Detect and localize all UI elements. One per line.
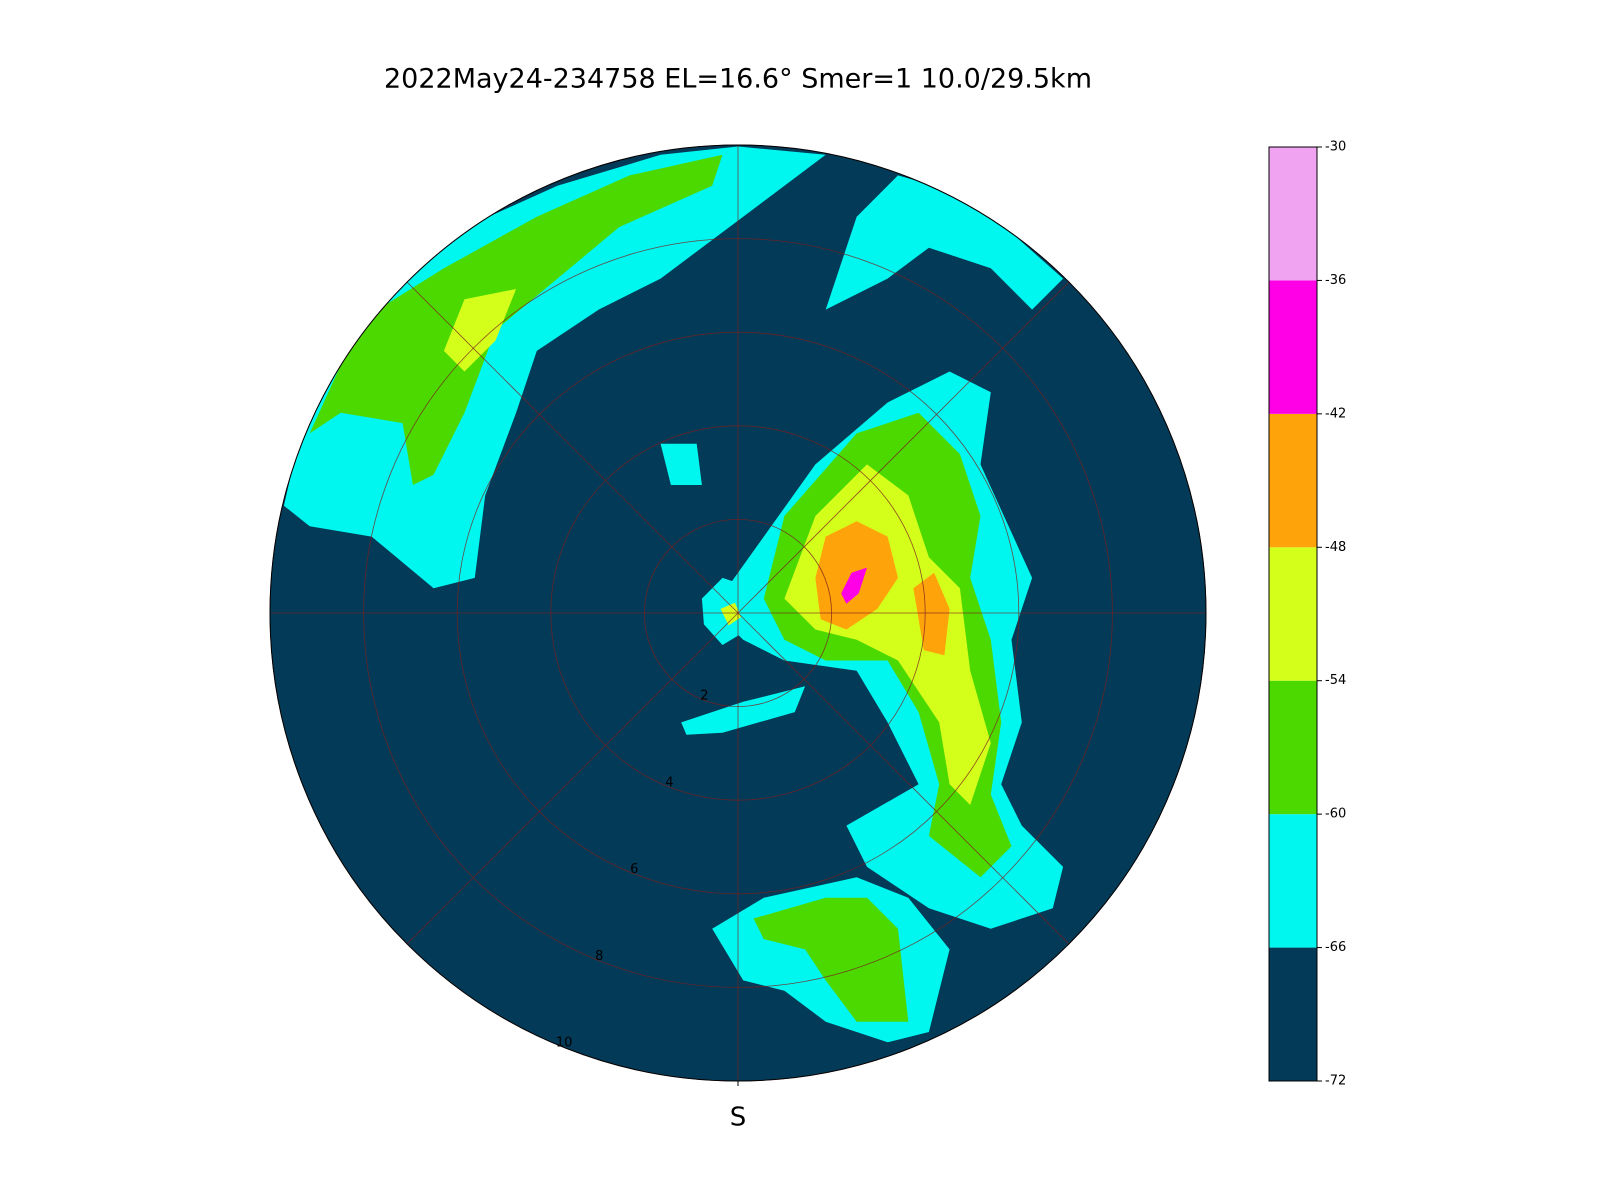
spoke — [737, 281, 1070, 614]
polar-grid: 2 4 6 8 10 — [269, 144, 1207, 1086]
colorbar-segment — [1269, 947, 1317, 1081]
echo-region — [309, 154, 723, 486]
echo-region — [681, 686, 806, 735]
r-tick-label: 10 — [556, 1036, 573, 1051]
echo-region — [720, 602, 742, 626]
colorbar-frame — [1268, 146, 1318, 1082]
echo-region — [825, 175, 1064, 310]
colorbar-segment — [1269, 814, 1317, 948]
colorbar-tick-label: -72 — [1325, 1074, 1346, 1089]
theta-label: S — [730, 1103, 747, 1133]
echo-region — [841, 567, 867, 604]
spoke — [737, 612, 1070, 945]
spoke — [406, 612, 739, 945]
echo-region — [913, 572, 950, 656]
colorbar-tick-label: -36 — [1325, 273, 1346, 288]
colorbar-tick-label: -66 — [1325, 940, 1346, 955]
r-tick-label: 8 — [595, 949, 603, 964]
colorbar-tick-label: -54 — [1325, 673, 1346, 688]
colorbar-segment — [1269, 413, 1317, 548]
r-tick-label: 2 — [700, 689, 708, 704]
echo-region — [443, 289, 517, 372]
r-tick-label: 6 — [630, 862, 638, 877]
echo-region — [753, 897, 909, 1022]
colorbar-tick-label: -60 — [1325, 807, 1346, 822]
echo-region — [660, 443, 702, 485]
colorbar-tick-label: -42 — [1325, 406, 1346, 421]
colorbar-segment — [1269, 280, 1317, 414]
chart-title: 2022May24-234758 EL=16.6° Smer=1 10.0/29… — [384, 64, 1092, 95]
grid-ring — [644, 519, 833, 708]
r-tick-label: 4 — [665, 775, 673, 790]
grid-ring — [363, 238, 1113, 988]
colorbar-tick-label: -30 — [1325, 140, 1346, 155]
colorbar-tick-label: -48 — [1325, 540, 1346, 555]
spoke — [406, 281, 739, 614]
colorbar-segment — [1269, 547, 1317, 681]
colorbar-segment — [1269, 147, 1317, 281]
colorbar-segment — [1269, 680, 1317, 815]
grid-ring — [456, 331, 1020, 895]
colorbar: -72 -66 -60 -54 -48 -42 -36 -30 — [1268, 140, 1346, 1089]
grid-ring — [550, 425, 926, 801]
